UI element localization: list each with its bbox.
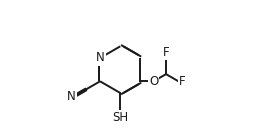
Text: SH: SH — [112, 111, 128, 124]
Text: F: F — [179, 74, 186, 88]
Text: N: N — [67, 90, 76, 103]
Text: O: O — [149, 75, 158, 88]
Text: N: N — [96, 51, 104, 65]
Text: F: F — [163, 46, 169, 59]
